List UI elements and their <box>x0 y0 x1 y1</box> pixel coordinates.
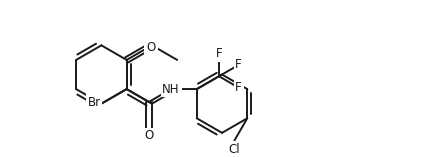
Text: Br: Br <box>87 96 101 109</box>
Text: F: F <box>236 58 242 71</box>
Text: O: O <box>146 41 155 54</box>
Text: O: O <box>144 129 153 142</box>
Text: Cl: Cl <box>229 143 240 156</box>
Text: F: F <box>236 81 242 94</box>
Text: NH: NH <box>163 83 180 96</box>
Text: F: F <box>216 47 222 60</box>
Text: O: O <box>147 39 156 52</box>
